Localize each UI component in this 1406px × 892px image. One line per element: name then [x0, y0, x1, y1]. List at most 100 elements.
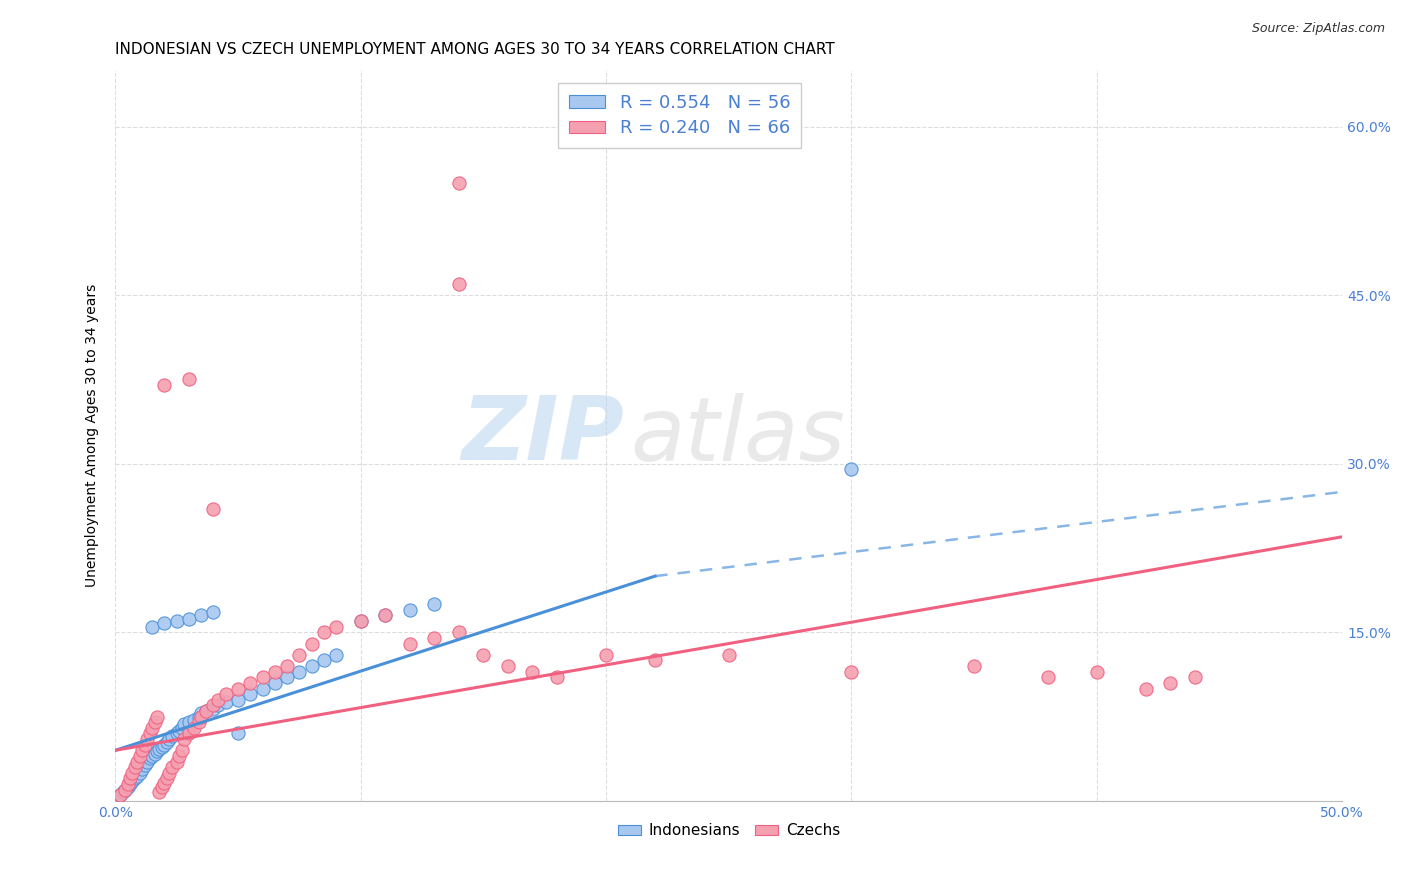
Point	[166, 755, 188, 769]
Point	[131, 763, 153, 777]
Point	[183, 713, 205, 727]
Point	[195, 704, 218, 718]
Point	[121, 773, 143, 788]
Point	[143, 715, 166, 730]
Point	[325, 648, 347, 662]
Point	[263, 676, 285, 690]
Point	[202, 698, 225, 713]
Point	[141, 721, 163, 735]
Point	[124, 760, 146, 774]
Point	[546, 670, 568, 684]
Point	[150, 780, 173, 795]
Point	[423, 631, 446, 645]
Point	[148, 785, 170, 799]
Point	[263, 665, 285, 679]
Point	[252, 670, 274, 684]
Point	[1085, 665, 1108, 679]
Point	[111, 785, 134, 799]
Point	[124, 772, 146, 786]
Point	[117, 777, 139, 791]
Point	[202, 702, 225, 716]
Text: Source: ZipAtlas.com: Source: ZipAtlas.com	[1251, 22, 1385, 36]
Point	[288, 648, 311, 662]
Point	[1184, 670, 1206, 684]
Point	[160, 729, 183, 743]
Point	[127, 769, 149, 783]
Point	[312, 653, 335, 667]
Point	[153, 616, 176, 631]
Point	[288, 665, 311, 679]
Point	[423, 597, 446, 611]
Point	[187, 709, 209, 723]
Point	[190, 608, 212, 623]
Y-axis label: Unemployment Among Ages 30 to 34 years: Unemployment Among Ages 30 to 34 years	[86, 284, 100, 587]
Point	[146, 744, 169, 758]
Point	[202, 501, 225, 516]
Point	[183, 721, 205, 735]
Point	[136, 732, 159, 747]
Point	[173, 732, 195, 747]
Point	[207, 698, 229, 713]
Point	[190, 706, 212, 721]
Point	[239, 687, 262, 701]
Point	[108, 789, 131, 803]
Point	[187, 715, 209, 730]
Point	[131, 743, 153, 757]
Point	[374, 608, 396, 623]
Point	[166, 614, 188, 628]
Point	[153, 776, 176, 790]
Point	[166, 726, 188, 740]
Point	[226, 692, 249, 706]
Point	[118, 777, 141, 791]
Point	[150, 739, 173, 754]
Point	[128, 760, 150, 774]
Point	[117, 780, 139, 795]
Point	[301, 659, 323, 673]
Point	[350, 614, 373, 628]
Point	[127, 755, 149, 769]
Point	[170, 743, 193, 757]
Point	[141, 748, 163, 763]
Point	[148, 742, 170, 756]
Point	[841, 665, 863, 679]
Point	[156, 735, 179, 749]
Point	[143, 747, 166, 761]
Point	[472, 648, 495, 662]
Point	[134, 758, 156, 772]
Point	[215, 695, 238, 709]
Point	[963, 659, 986, 673]
Point	[202, 605, 225, 619]
Point	[160, 760, 183, 774]
Point	[177, 612, 200, 626]
Point	[398, 603, 420, 617]
Point	[138, 751, 160, 765]
Point	[157, 732, 180, 747]
Point	[138, 726, 160, 740]
Point	[141, 620, 163, 634]
Point	[398, 636, 420, 650]
Point	[447, 176, 470, 190]
Point	[195, 704, 218, 718]
Point	[644, 653, 666, 667]
Point	[134, 738, 156, 752]
Point	[177, 715, 200, 730]
Point	[146, 709, 169, 723]
Point	[1036, 670, 1059, 684]
Point	[350, 614, 373, 628]
Legend: Indonesians, Czechs: Indonesians, Czechs	[612, 817, 846, 845]
Point	[252, 681, 274, 696]
Point	[157, 765, 180, 780]
Point	[226, 726, 249, 740]
Point	[118, 772, 141, 786]
Point	[207, 692, 229, 706]
Point	[312, 625, 335, 640]
Text: atlas: atlas	[631, 392, 845, 479]
Point	[177, 726, 200, 740]
Point	[153, 738, 176, 752]
Text: ZIP: ZIP	[461, 392, 624, 479]
Point	[167, 748, 190, 763]
Point	[1135, 681, 1157, 696]
Point	[177, 372, 200, 386]
Point	[114, 782, 136, 797]
Text: INDONESIAN VS CZECH UNEMPLOYMENT AMONG AGES 30 TO 34 YEARS CORRELATION CHART: INDONESIAN VS CZECH UNEMPLOYMENT AMONG A…	[115, 42, 835, 57]
